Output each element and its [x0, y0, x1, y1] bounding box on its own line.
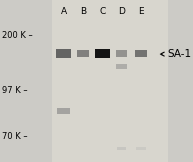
Text: SA-1: SA-1 [167, 49, 191, 59]
Bar [117, 147, 126, 150]
Bar [116, 64, 127, 69]
Bar [57, 49, 71, 58]
Text: A: A [61, 7, 67, 16]
Text: 200 K –: 200 K – [2, 31, 33, 40]
Bar [95, 49, 110, 58]
Bar [52, 0, 168, 162]
Bar [116, 50, 127, 57]
Text: D: D [118, 7, 125, 16]
Bar [77, 50, 89, 57]
Bar [58, 108, 70, 114]
Text: B: B [80, 7, 86, 16]
Text: C: C [99, 7, 105, 16]
Text: 97 K –: 97 K – [2, 86, 28, 95]
Text: 70 K –: 70 K – [2, 132, 28, 141]
Bar [136, 147, 146, 150]
Bar [135, 50, 147, 57]
Text: E: E [138, 7, 144, 16]
